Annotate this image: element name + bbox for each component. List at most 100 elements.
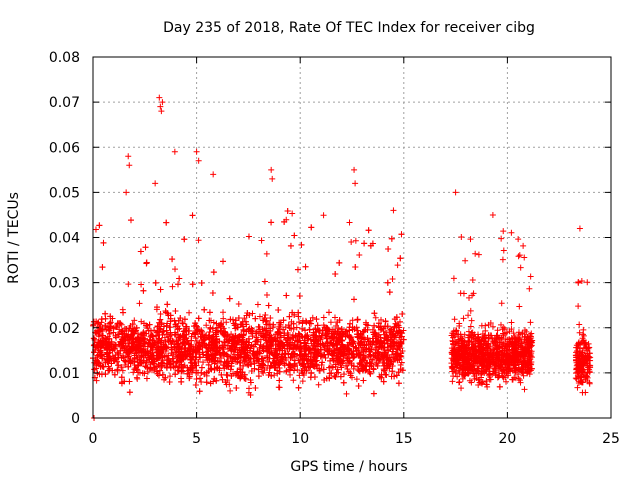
data-point (120, 309, 127, 316)
data-point (247, 345, 254, 352)
data-point (192, 382, 199, 389)
data-point (96, 323, 103, 330)
data-point (304, 360, 311, 367)
data-point (95, 333, 102, 340)
data-point (125, 363, 132, 370)
data-point (321, 351, 328, 358)
data-point (193, 323, 200, 330)
data-point (397, 353, 404, 360)
data-point (254, 301, 261, 308)
data-point (111, 357, 118, 364)
data-point (355, 383, 362, 390)
data-point (283, 292, 290, 299)
data-point (222, 379, 229, 386)
data-point (267, 325, 274, 332)
data-point (117, 347, 124, 354)
data-point (299, 378, 306, 385)
data-point (288, 325, 295, 332)
data-point (340, 344, 347, 351)
data-point (133, 374, 140, 381)
data-point (291, 363, 298, 370)
data-point (335, 347, 342, 354)
data-point (220, 309, 227, 316)
data-point (102, 310, 109, 317)
data-point (268, 372, 275, 379)
data-point (181, 236, 188, 243)
data-point (220, 315, 227, 322)
data-point (169, 283, 176, 290)
data-point (135, 369, 142, 376)
data-point (127, 217, 134, 224)
data-point (271, 372, 278, 379)
data-point (233, 384, 240, 391)
data-point (175, 281, 182, 288)
data-point (99, 264, 106, 271)
data-point (337, 373, 344, 380)
data-point (157, 286, 164, 293)
data-point (291, 232, 298, 239)
data-point (394, 262, 401, 269)
data-point (348, 239, 355, 246)
data-point (344, 365, 351, 372)
data-point (136, 300, 143, 307)
data-point (143, 375, 150, 382)
data-point (338, 326, 345, 333)
data-point (276, 384, 283, 391)
data-point (178, 378, 185, 385)
data-point (221, 338, 228, 345)
data-point (139, 359, 146, 366)
data-point (91, 366, 98, 373)
data-point (320, 314, 327, 321)
data-point (381, 335, 388, 342)
data-point (115, 354, 122, 361)
data-point (106, 330, 113, 337)
data-point (277, 333, 284, 340)
data-point (282, 324, 289, 331)
data-point (299, 325, 306, 332)
data-point (155, 361, 162, 368)
data-point (192, 335, 199, 342)
data-point (361, 327, 368, 334)
data-points (90, 94, 594, 421)
data-point (286, 313, 293, 320)
data-point (290, 377, 297, 384)
data-point (330, 346, 337, 353)
data-point (224, 352, 231, 359)
data-point (347, 320, 354, 327)
data-point (163, 219, 170, 226)
data-point (313, 316, 320, 323)
data-point (270, 321, 277, 328)
data-point (371, 322, 378, 329)
data-point (164, 301, 171, 308)
data-point (296, 319, 303, 326)
data-point (256, 313, 263, 320)
data-point (162, 309, 169, 316)
data-point (374, 362, 381, 369)
data-point (263, 250, 270, 257)
data-point (172, 266, 179, 273)
data-point (111, 371, 118, 378)
data-point (388, 373, 395, 380)
data-point (295, 384, 302, 391)
data-point (379, 360, 386, 367)
data-point (166, 379, 173, 386)
data-point (201, 371, 208, 378)
data-point (235, 301, 242, 308)
data-point (126, 325, 133, 332)
data-point (232, 346, 239, 353)
data-point (353, 376, 360, 383)
data-point (90, 318, 97, 325)
data-point (251, 358, 258, 365)
data-point (197, 375, 204, 382)
data-point (351, 296, 358, 303)
data-point (206, 329, 213, 336)
data-point (203, 322, 210, 329)
data-point (228, 347, 235, 354)
data-point (351, 363, 358, 370)
data-point (390, 339, 397, 346)
data-point (267, 314, 274, 321)
data-point (179, 320, 186, 327)
data-point (167, 324, 174, 331)
data-point (157, 311, 164, 318)
data-point (179, 319, 186, 326)
